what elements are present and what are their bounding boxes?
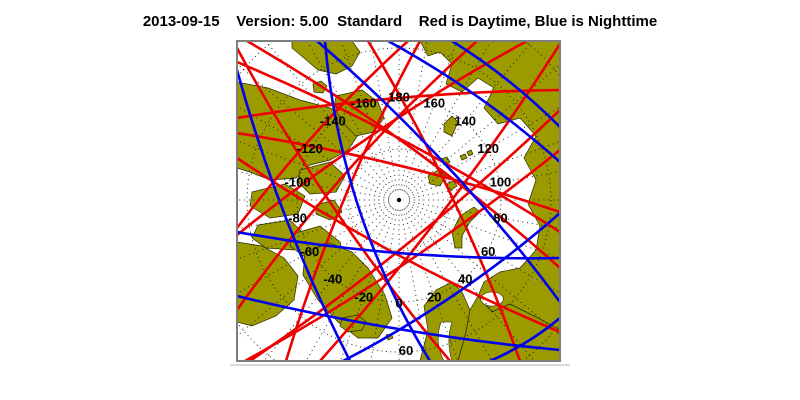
longitude-label: -140 [320, 114, 346, 129]
longitude-label: -100 [285, 175, 311, 190]
landmasses [237, 41, 560, 361]
longitude-label: 60 [481, 244, 495, 259]
satellite-track-day [237, 47, 451, 361]
satellite-track-night [451, 41, 560, 128]
meridian-line [406, 64, 560, 194]
satellite-track-day [244, 148, 560, 361]
plot-title: 2013-09-15 Version: 5.00 Standard Red is… [142, 13, 658, 30]
map-content: -160 -140 -120 -100 -80 -60 -40 -20 0 20 40 60 80 100… [237, 41, 560, 361]
longitude-label: -80 [288, 210, 307, 225]
longitude-label: 160 [423, 96, 445, 111]
longitude-label: 100 [490, 175, 512, 190]
satellite-track-night [387, 41, 560, 163]
longitude-label: 180 [388, 90, 410, 105]
satellite-track-night [489, 317, 560, 361]
satellite-track-night [237, 294, 560, 352]
landmass [443, 115, 459, 137]
satellite-track-night [237, 230, 560, 260]
meridian-line [264, 41, 393, 193]
satellite-track-day [249, 109, 560, 361]
satellite-track-day [366, 41, 522, 361]
longitude-label: 140 [454, 114, 476, 129]
longitude-label: 40 [458, 271, 472, 286]
satellite-track-day [284, 41, 422, 361]
meridian-line [263, 207, 393, 361]
landmass [237, 241, 299, 327]
landmass [459, 153, 468, 161]
longitude-label: -40 [323, 271, 342, 286]
satellite-track-night [237, 69, 352, 361]
longitude-label: 120 [477, 141, 499, 156]
meridian-line [237, 206, 392, 337]
satellite-track-night [316, 41, 560, 303]
longitude-label: -160 [351, 96, 377, 111]
meridian-line [405, 41, 534, 193]
meridian-line [405, 207, 535, 361]
satellite-track-night [323, 41, 432, 361]
satellite-track-day [237, 41, 409, 229]
map-frame [236, 40, 561, 362]
landmass [466, 149, 474, 157]
longitude-label: 80 [493, 210, 507, 225]
parallel-circle [246, 47, 552, 353]
meridian-line [237, 63, 392, 194]
longitude-label: -60 [300, 244, 319, 259]
longitude-label: -120 [297, 141, 323, 156]
satellite-track-day [237, 88, 560, 120]
latitude-label: 60 [399, 343, 413, 358]
longitude-label: -20 [354, 289, 373, 304]
longitude-labels: -160 -140 -120 -100 -80 -60 -40 -20 0 20 40 60 80 100… [285, 90, 512, 311]
satellite-track-day [237, 131, 560, 214]
satellite-track-night [342, 212, 560, 361]
satellite-tracks [237, 41, 560, 361]
longitude-label: 20 [427, 289, 441, 304]
landmass [237, 81, 361, 181]
pole-marker [396, 197, 402, 203]
satellite-track-day [246, 41, 560, 269]
longitude-label: 0 [395, 296, 402, 311]
